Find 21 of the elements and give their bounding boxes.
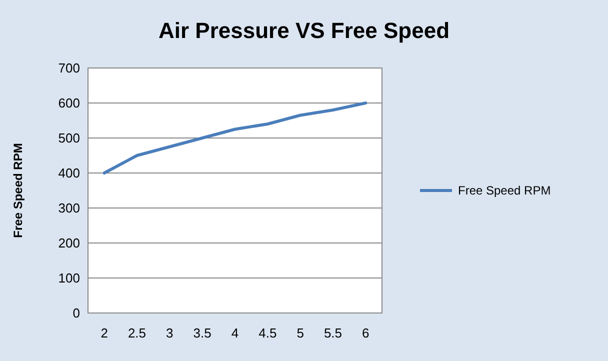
x-tick-label: 2 (100, 326, 108, 341)
line-series (102, 102, 368, 174)
x-tick-label: 5 (296, 326, 304, 341)
x-tick-label: 3 (166, 326, 174, 341)
x-tick-label: 5.5 (324, 326, 342, 341)
y-tick-label: 300 (58, 200, 80, 216)
y-tick-label: 0 (72, 306, 80, 321)
y-tick-label: 400 (58, 166, 80, 181)
x-tick-label: 3.5 (193, 326, 212, 341)
y-tick-label: 500 (58, 130, 80, 146)
y-axis-title: Free Speed RPM (11, 143, 25, 238)
x-tick-label: 2.5 (128, 326, 146, 341)
legend-label: Free Speed RPM (458, 184, 551, 198)
x-tick-label: 6 (362, 326, 370, 341)
y-tick-label: 600 (58, 96, 80, 111)
y-tick-label: 700 (58, 60, 80, 76)
y-tick-label: 200 (58, 236, 80, 251)
x-tick-label: 4.5 (258, 326, 277, 341)
chart-title: Air Pressure VS Free Speed (158, 18, 450, 43)
y-tick-label: 100 (58, 270, 80, 286)
x-tick-label: 4 (231, 326, 239, 341)
